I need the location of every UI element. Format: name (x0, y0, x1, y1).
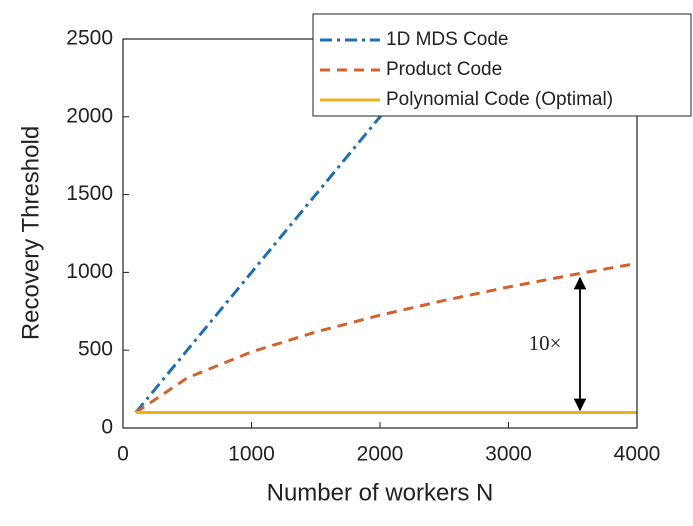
x-tick-label: 3000 (485, 443, 532, 466)
y-tick-label: 1500 (66, 182, 113, 205)
y-tick-label: 1000 (66, 260, 113, 283)
legend-label: Product Code (386, 59, 502, 80)
y-tick-label: 2500 (66, 27, 113, 50)
x-axis-label: Number of workers N (267, 479, 494, 506)
series-line (134, 39, 447, 414)
legend-label: Polynomial Code (Optimal) (386, 89, 613, 110)
x-tick-label: 2000 (357, 443, 404, 466)
y-tick-label: 2000 (66, 104, 113, 127)
y-tick-label: 0 (101, 416, 113, 439)
annotation: 10× (529, 331, 562, 355)
y-tick-label: 500 (78, 338, 113, 361)
legend: 1D MDS Code Product Code Polynomial Code (… (312, 13, 692, 117)
series-line (135, 261, 637, 414)
x-tick-label: 0 (117, 443, 129, 466)
x-tick-label: 4000 (614, 443, 661, 466)
y-axis-label: Recovery Threshold (17, 126, 44, 340)
x-tick-label: 1000 (228, 443, 275, 466)
plot-area (134, 39, 637, 414)
legend-label: 1D MDS Code (386, 29, 509, 50)
